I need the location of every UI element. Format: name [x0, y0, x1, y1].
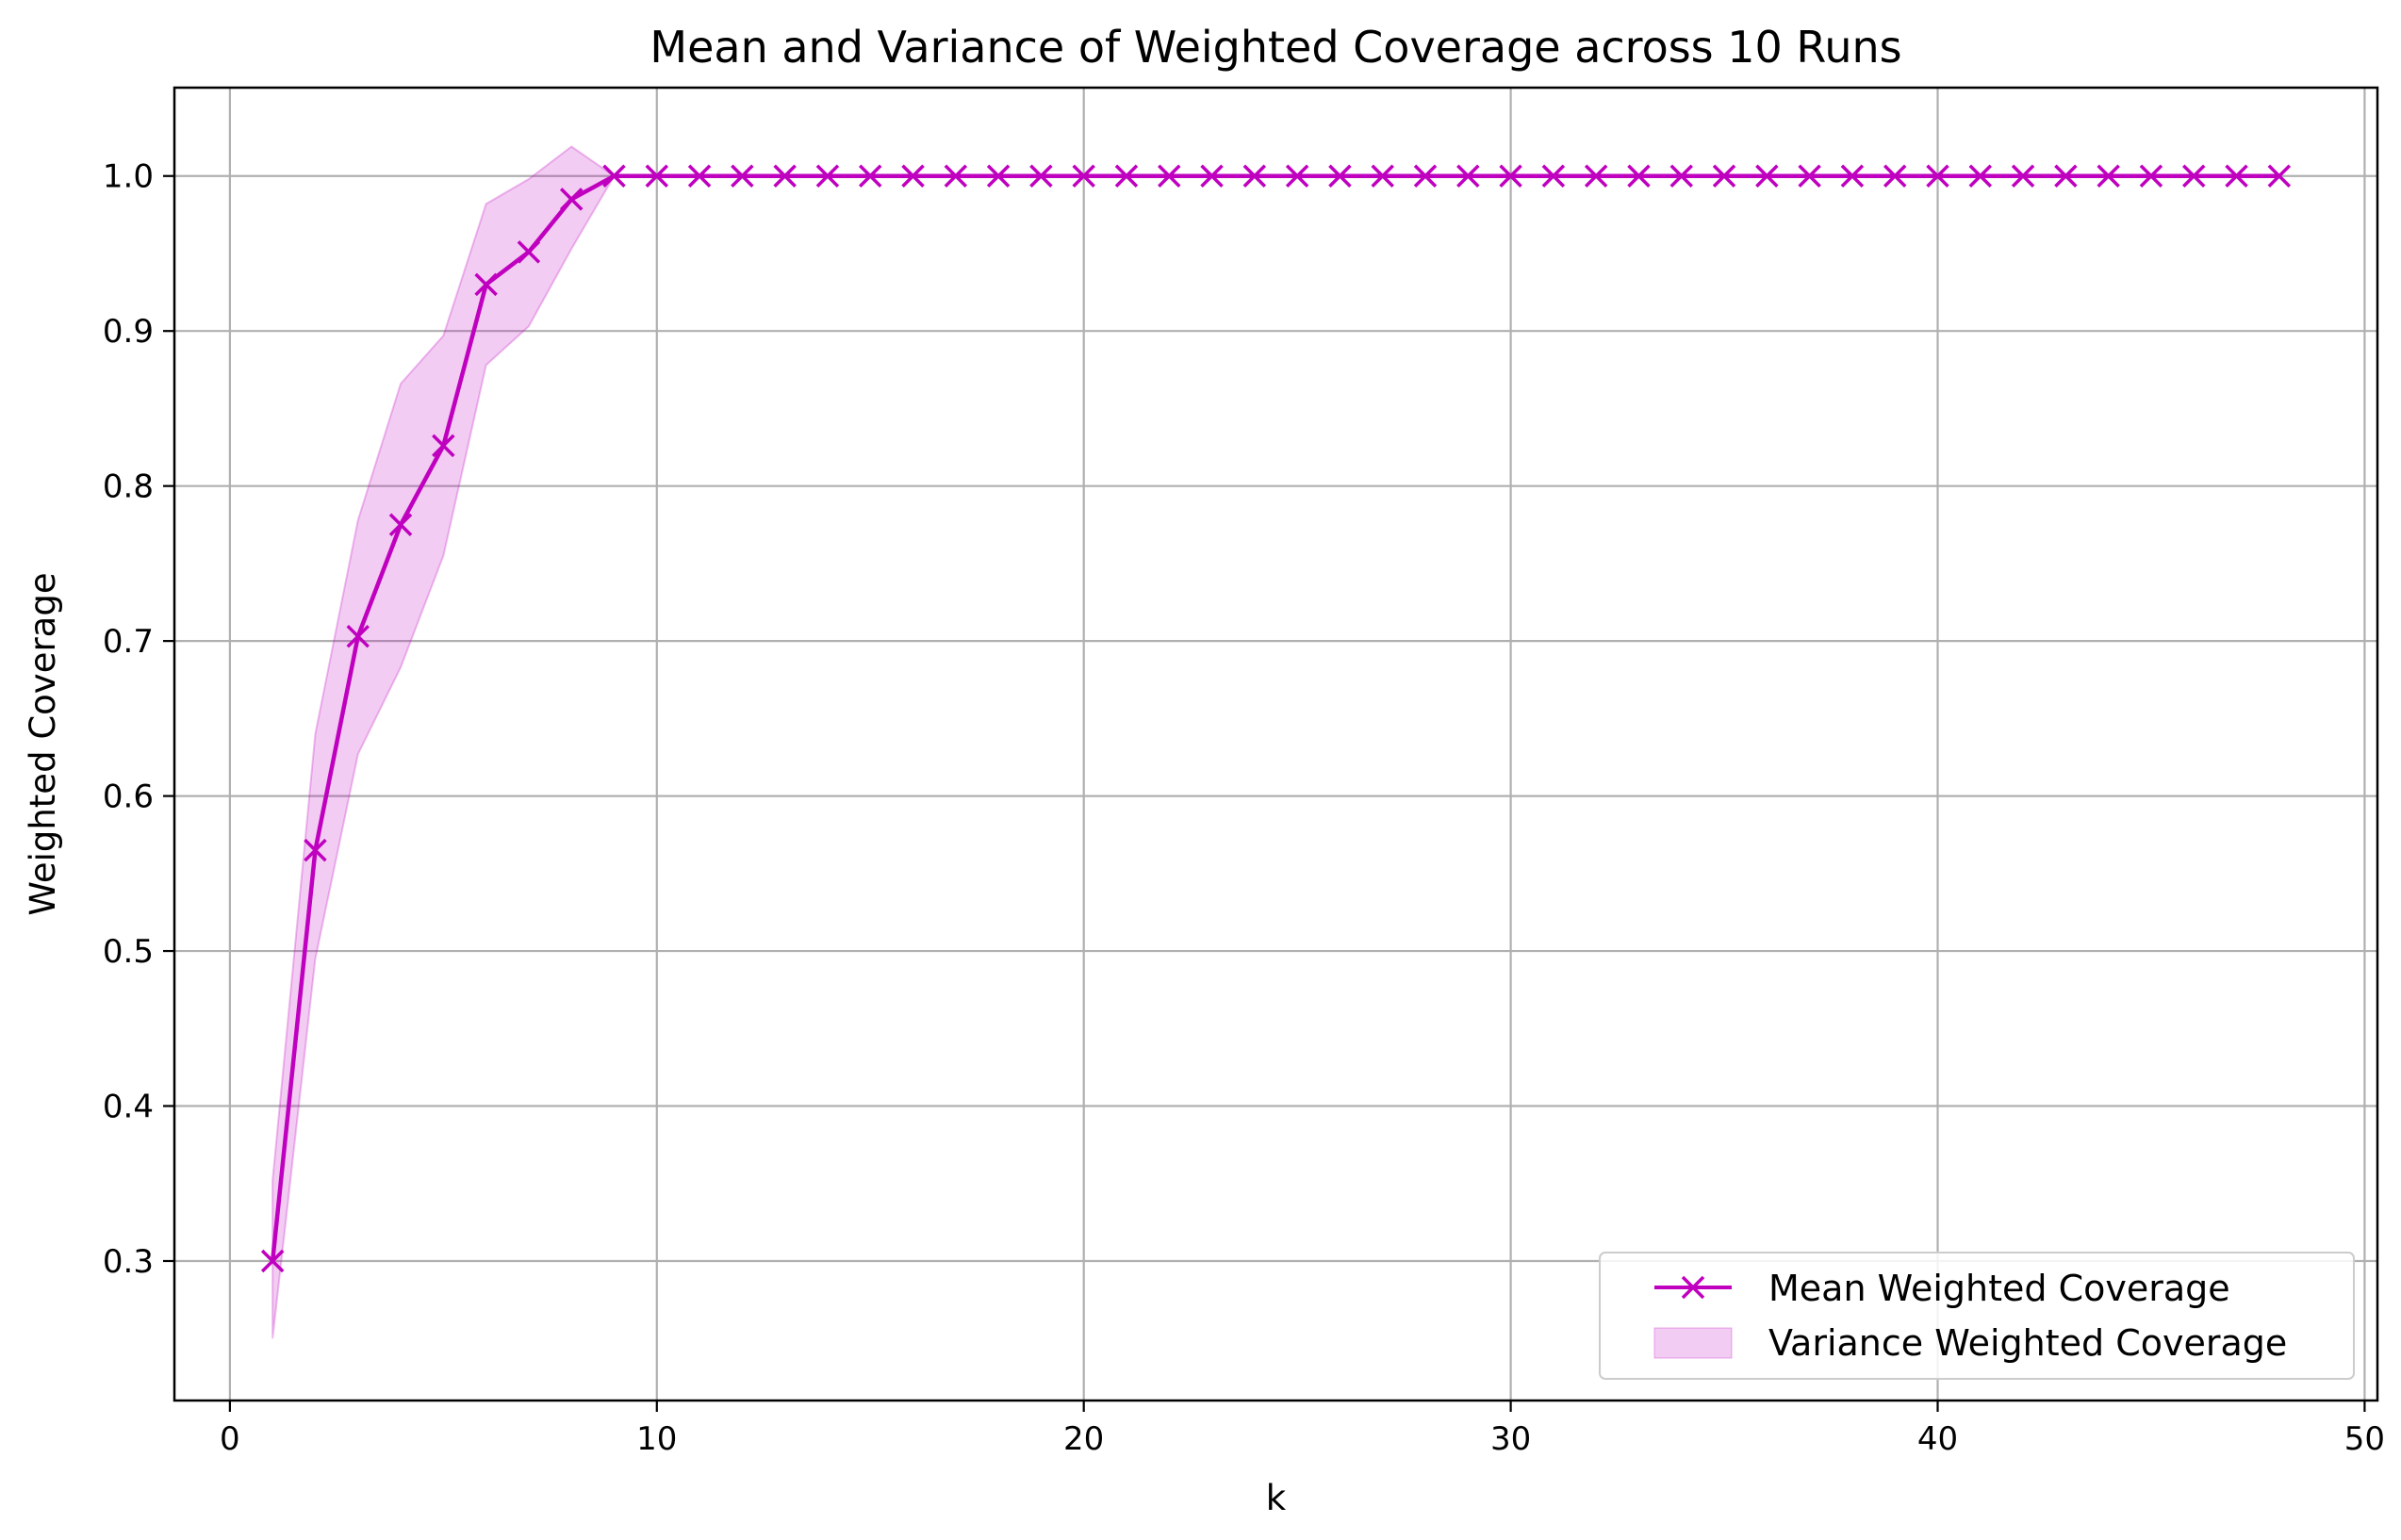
mean-marker — [2011, 164, 2035, 188]
y-tick-label: 0.5 — [103, 933, 154, 971]
mean-marker — [2139, 164, 2163, 188]
mean-marker — [1712, 164, 1736, 188]
mean-marker — [1755, 164, 1779, 188]
mean-marker — [474, 272, 498, 297]
mean-marker — [645, 164, 669, 188]
mean-marker — [2097, 164, 2120, 188]
mean-marker — [1456, 164, 1480, 188]
mean-marker — [1114, 164, 1139, 188]
x-tick-label: 10 — [636, 1420, 677, 1458]
y-tick-label: 0.4 — [103, 1089, 154, 1126]
mean-marker — [1669, 164, 1693, 188]
mean-marker — [1499, 164, 1522, 188]
variance-band — [271, 145, 616, 1339]
y-tick-label: 0.3 — [103, 1243, 154, 1281]
x-axis-label: k — [1266, 1478, 1287, 1518]
mean-marker — [346, 624, 370, 648]
mean-marker — [1371, 164, 1394, 188]
mean-marker — [1242, 164, 1267, 188]
chart-title: Mean and Variance of Weighted Coverage a… — [650, 22, 1901, 73]
mean-marker — [2225, 164, 2248, 188]
x-tick-label: 30 — [1490, 1420, 1531, 1458]
y-tick-label: 0.7 — [103, 623, 154, 661]
mean-marker — [944, 164, 968, 188]
y-tick-label: 1.0 — [103, 158, 154, 196]
mean-marker — [1883, 164, 1907, 188]
mean-marker — [1926, 164, 1949, 188]
y-tick-label: 0.6 — [103, 778, 154, 816]
y-axis-label: Weighted Coverage — [23, 572, 63, 915]
mean-marker — [1840, 164, 1865, 188]
legend-mean-marker — [1681, 1275, 1705, 1300]
mean-marker — [1158, 164, 1181, 188]
legend-label-mean: Mean Weighted Coverage — [1768, 1268, 2230, 1309]
legend-label-variance: Variance Weighted Coverage — [1768, 1322, 2287, 1364]
mean-marker — [1072, 164, 1095, 188]
mean-marker — [1627, 164, 1651, 188]
mean-marker — [1584, 164, 1608, 188]
mean-marker — [901, 164, 925, 188]
mean-marker — [1798, 164, 1821, 188]
x-tick-label: 0 — [220, 1420, 240, 1458]
mean-marker — [559, 188, 584, 211]
legend-x-marker — [1681, 1275, 1705, 1300]
mean-marker — [859, 164, 882, 188]
mean-marker — [260, 1249, 285, 1273]
mean-marker — [1968, 164, 1993, 188]
legend-variance-swatch — [1653, 1327, 1733, 1359]
legend-box — [1599, 1252, 2355, 1380]
x-tick-label: 50 — [2344, 1420, 2385, 1458]
mean-marker — [1200, 164, 1224, 188]
mean-marker — [388, 513, 413, 537]
mean-line-layer — [260, 164, 2292, 1273]
mean-marker — [2182, 164, 2206, 188]
mean-marker — [432, 434, 455, 458]
mean-line — [270, 173, 2279, 1262]
variance-band-layer — [271, 145, 616, 1339]
mean-marker — [1541, 164, 1566, 188]
mean-marker — [815, 164, 840, 188]
y-tick-label: 0.9 — [103, 313, 154, 351]
mean-marker — [986, 164, 1011, 188]
mean-marker — [517, 240, 541, 264]
mean-marker — [731, 164, 754, 188]
mean-marker — [773, 164, 797, 188]
mean-marker — [1328, 164, 1352, 188]
mean-marker — [687, 164, 712, 188]
x-tick-label: 40 — [1917, 1420, 1958, 1458]
mean-marker — [2054, 164, 2078, 188]
mean-marker — [602, 164, 626, 188]
legend: Mean Weighted Coverage Variance Weighted… — [1599, 1252, 2355, 1380]
ticks: 0 10 20 30 40 50 0.3 0.4 0.5 0.6 0.7 0.8 0.9 1.0 — [103, 158, 2385, 1458]
y-tick-label: 0.8 — [103, 468, 154, 506]
mean-marker — [304, 838, 327, 862]
mean-marker — [1029, 164, 1053, 188]
plot-frame — [173, 86, 2379, 1402]
x-tick-label: 20 — [1063, 1420, 1104, 1458]
mean-marker — [1285, 164, 1309, 188]
mean-marker — [2267, 164, 2292, 188]
mean-marker — [1413, 164, 1438, 188]
